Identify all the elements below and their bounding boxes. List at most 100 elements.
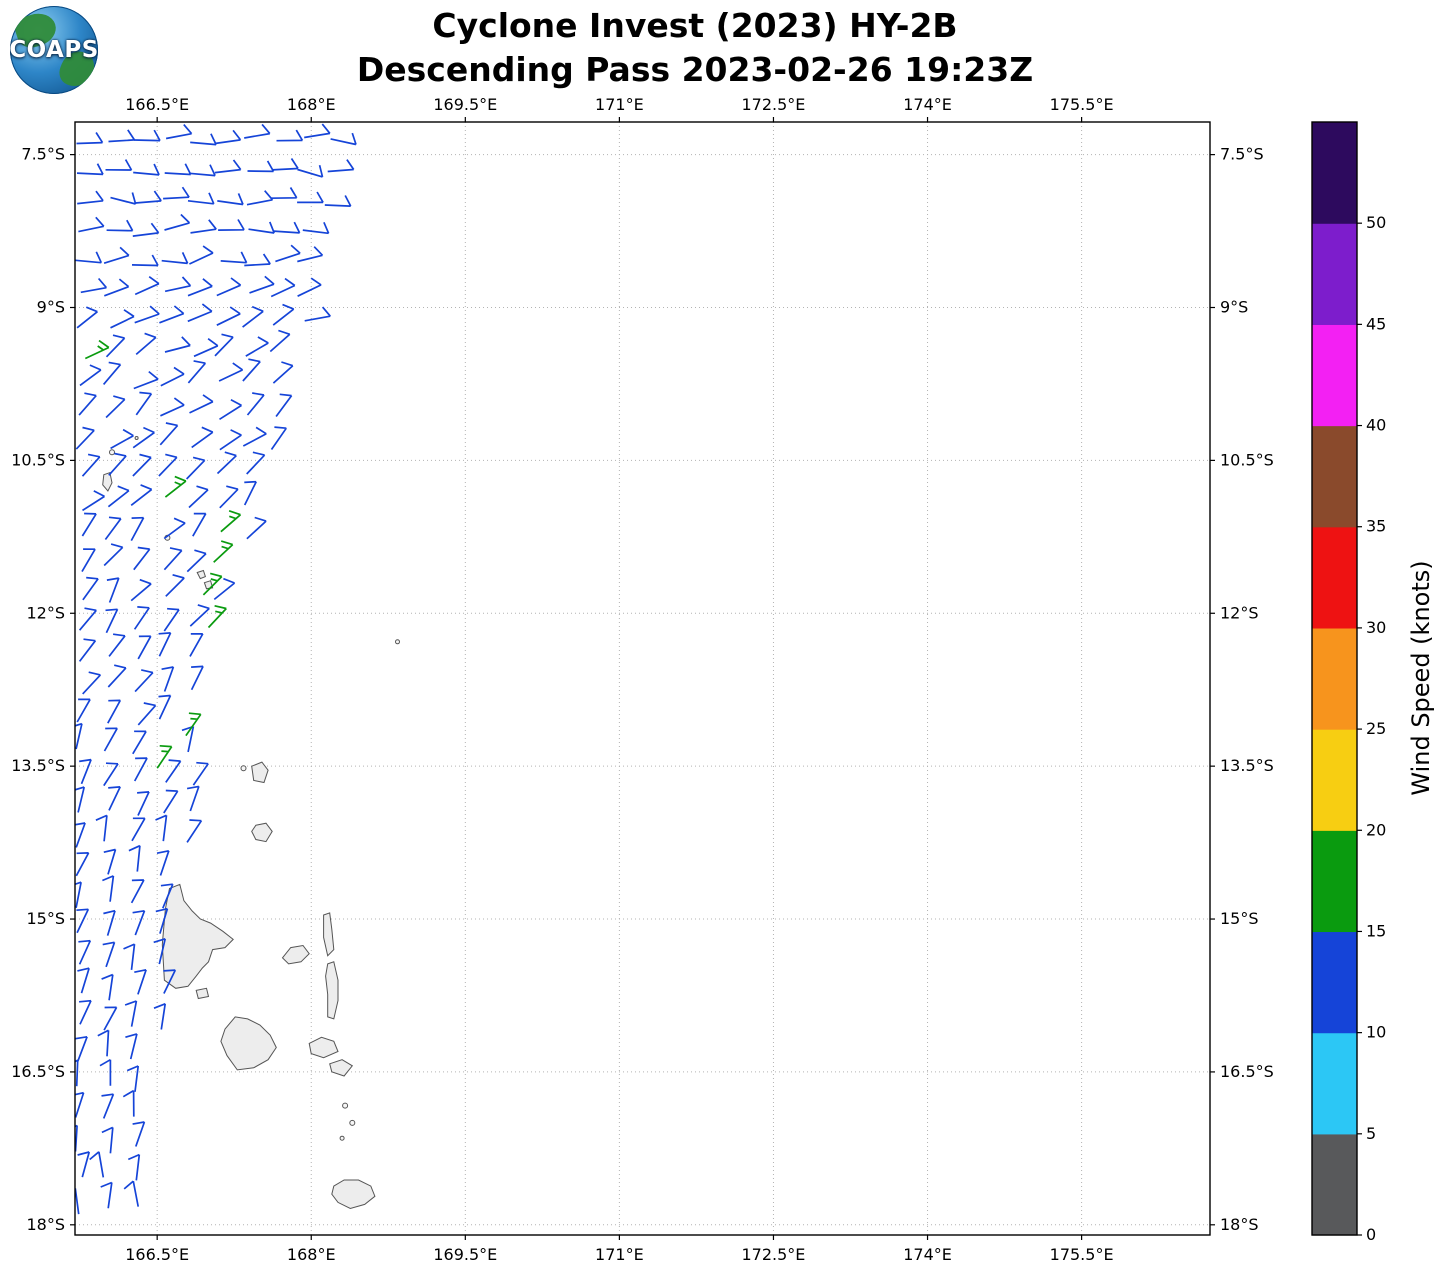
wind-barb — [153, 937, 167, 965]
wind-barb — [219, 399, 242, 421]
wind-barb — [304, 123, 331, 139]
y-tick-label-right: 16.5°S — [1220, 1062, 1274, 1081]
wind-barb — [131, 817, 146, 842]
wind-barb — [242, 358, 261, 382]
wind-barb — [164, 336, 191, 353]
wind-barb — [272, 361, 294, 384]
wind-barb — [104, 516, 122, 541]
wind-barb — [189, 632, 204, 657]
wind-barb — [270, 426, 287, 450]
colorbar-frame — [1311, 121, 1358, 1236]
wind-barb — [133, 129, 161, 142]
wind-barb — [124, 1000, 138, 1027]
wind-barb — [160, 883, 174, 909]
wind-barb — [130, 516, 145, 542]
wind-barb — [246, 516, 267, 540]
wind-barb — [105, 334, 126, 358]
axis-labels: 166.5°E 166.5°E 168°E 168°E 169.5°E 169.5°E 17… — [11, 95, 1274, 1264]
wind-barb — [242, 426, 267, 447]
wind-barb — [82, 576, 99, 601]
plot-subtitle: Descending Pass 2023-02-26 19:23Z — [356, 49, 1034, 89]
wind-barb — [81, 453, 101, 477]
wind-barb — [192, 761, 209, 786]
wind-barb — [275, 393, 293, 418]
wind-barb — [297, 277, 322, 297]
x-tick-label-bottom: 169.5°E — [433, 1245, 497, 1264]
island-outline — [308, 1036, 339, 1059]
colorbar-tick-label: 20 — [1366, 820, 1386, 839]
wind-barb — [220, 251, 248, 264]
y-tick-label-right: 7.5°S — [1220, 145, 1264, 164]
wind-barb — [297, 191, 324, 204]
wind-barb-strong — [207, 604, 227, 629]
wind-barb — [134, 276, 160, 296]
wind-barb — [160, 397, 185, 417]
wind-barb — [297, 164, 324, 178]
islet-outline — [349, 1119, 356, 1126]
wind-barb — [75, 852, 90, 877]
wind-barb — [132, 1121, 146, 1147]
wind-barb — [133, 606, 150, 630]
wind-barb — [189, 245, 214, 265]
island-outline — [329, 1059, 354, 1077]
wind-barb — [130, 484, 153, 506]
wind-barb — [123, 1180, 140, 1207]
wind-barb — [163, 969, 177, 994]
wind-barb — [302, 221, 330, 235]
wind-barb — [242, 305, 264, 328]
colorbar-tick-label: 50 — [1366, 213, 1386, 232]
wind-barb — [135, 391, 153, 416]
x-tick-label-top: 171°E — [595, 95, 644, 114]
wind-barb — [107, 664, 127, 688]
wind-barb — [276, 129, 304, 142]
wind-barb — [105, 159, 133, 171]
wind-barb — [95, 814, 108, 842]
x-tick-label-bottom: 172.5°E — [742, 1245, 806, 1264]
wind-barb — [75, 1035, 88, 1062]
wind-barb — [249, 275, 275, 294]
wind-barb — [135, 332, 157, 356]
wind-barb — [107, 699, 122, 724]
wind-barb — [324, 195, 352, 207]
x-tick-label-top: 174°E — [903, 95, 952, 114]
wind-barb — [246, 190, 274, 206]
wind-barb — [82, 671, 102, 695]
wind-barb — [102, 941, 116, 968]
wind-barb — [104, 278, 130, 297]
wind-barb — [272, 158, 299, 171]
wind-barb — [243, 480, 257, 506]
island-outline — [195, 987, 210, 1000]
x-tick-label-top: 172.5°E — [742, 95, 806, 114]
wind-barb — [159, 422, 179, 446]
wind-barb — [186, 819, 203, 843]
island-outline — [325, 961, 339, 1020]
colorbar-segment — [1312, 931, 1357, 1034]
island-outline — [161, 883, 234, 989]
wind-barb — [244, 253, 271, 267]
wind-barb — [163, 517, 186, 540]
wind-barb-strong — [185, 712, 202, 737]
y-tick-label-right: 10.5°S — [1220, 450, 1274, 469]
wind-barb — [132, 426, 155, 449]
wind-barb-strong — [84, 339, 110, 360]
island-outline — [251, 761, 269, 784]
wind-barb — [270, 277, 296, 298]
wind-barb — [189, 604, 210, 627]
wind-barb — [214, 159, 242, 174]
y-tick-label-right: 13.5°S — [1220, 756, 1274, 775]
wind-barb — [248, 221, 275, 234]
wind-barb — [218, 219, 245, 231]
colorbar-tick-label: 10 — [1366, 1023, 1386, 1042]
wind-barb — [214, 333, 234, 357]
y-tick-label-left: 7.5°S — [21, 145, 65, 164]
wind-barb — [106, 219, 134, 232]
wind-barb — [108, 129, 136, 143]
wind-barb — [155, 907, 169, 934]
y-tick-label-right: 12°S — [1220, 603, 1259, 622]
wind-barb — [130, 578, 152, 602]
wind-barb — [187, 303, 213, 323]
colorbar-tick-label: 5 — [1366, 1124, 1376, 1143]
islet-outline — [109, 449, 115, 456]
wind-barb — [75, 786, 86, 813]
wind-barb — [217, 193, 244, 206]
